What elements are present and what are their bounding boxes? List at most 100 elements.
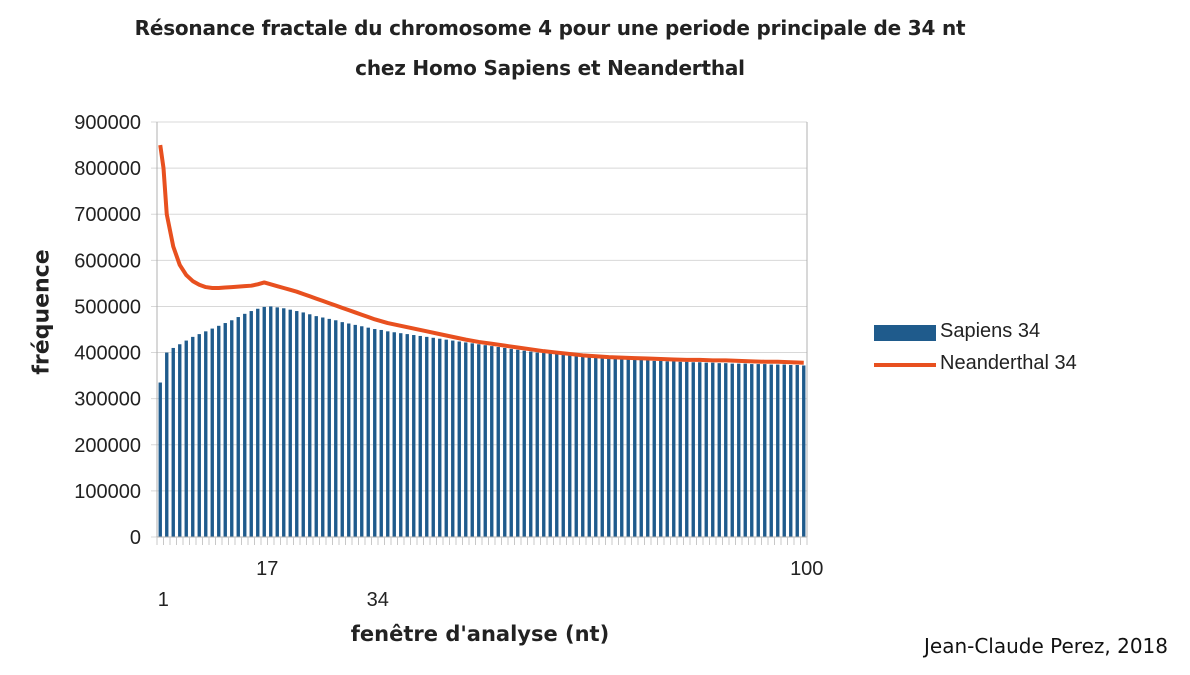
bar xyxy=(366,327,370,537)
y-tick-label: 0 xyxy=(130,527,141,549)
bar xyxy=(321,317,325,537)
bar xyxy=(691,362,695,537)
bar xyxy=(503,347,507,537)
legend-swatch-sapiens xyxy=(874,325,936,341)
bar xyxy=(412,335,416,537)
bar xyxy=(490,346,494,537)
bar xyxy=(730,363,734,537)
x-tick-label: 17 xyxy=(256,558,278,580)
x-axis-label: fenêtre d'analyse (nt) xyxy=(350,622,610,646)
bar xyxy=(776,364,780,537)
bar xyxy=(802,365,806,537)
bar xyxy=(386,331,390,537)
bar xyxy=(717,363,721,537)
bar xyxy=(184,340,188,537)
bar xyxy=(334,320,338,537)
bar xyxy=(737,363,741,537)
bar xyxy=(262,306,266,537)
bar xyxy=(308,314,312,537)
bar xyxy=(750,364,754,537)
y-tick-label: 900000 xyxy=(74,112,141,134)
legend-label-sapiens: Sapiens 34 xyxy=(940,320,1041,342)
bar xyxy=(555,353,559,537)
bar xyxy=(444,339,448,537)
bar xyxy=(724,363,728,537)
y-tick-label: 700000 xyxy=(74,204,141,226)
bar xyxy=(451,340,455,537)
bar xyxy=(548,353,552,537)
bar xyxy=(191,336,195,537)
axes xyxy=(156,122,808,545)
bar xyxy=(535,352,539,537)
y-tick-labels: 0 100000 200000 300000 400000 500000 600000 700… xyxy=(74,112,141,549)
x-tick-label: 34 xyxy=(367,589,389,611)
y-tick-label: 300000 xyxy=(74,389,141,411)
bar xyxy=(594,356,598,537)
bar xyxy=(756,364,760,537)
bar xyxy=(646,360,650,537)
bar xyxy=(711,362,715,537)
bar xyxy=(763,364,767,537)
bar xyxy=(282,308,286,537)
bar xyxy=(477,344,481,537)
bar xyxy=(165,352,169,537)
bar xyxy=(256,308,260,537)
bar xyxy=(470,343,474,537)
bar xyxy=(340,322,344,537)
x-tick-labels: 1 17 34 100 xyxy=(158,558,824,611)
bar xyxy=(789,365,793,537)
bar xyxy=(438,338,442,537)
bar xyxy=(230,320,234,537)
y-axis-label: fréquence xyxy=(29,249,55,375)
legend-label-neanderthal: Neanderthal 34 xyxy=(940,352,1077,374)
legend-item-neanderthal: Neanderthal 34 xyxy=(874,350,1114,382)
bar xyxy=(620,358,624,537)
bar xyxy=(301,312,305,537)
bar xyxy=(399,333,403,537)
bar xyxy=(217,325,221,537)
bar xyxy=(210,328,214,537)
bar xyxy=(574,355,578,537)
bar xyxy=(496,347,500,537)
bar xyxy=(698,362,702,537)
bar xyxy=(516,349,520,537)
bar xyxy=(178,344,182,537)
bar xyxy=(457,341,461,537)
bar xyxy=(204,331,208,537)
bar xyxy=(665,361,669,537)
bar xyxy=(652,360,656,537)
bar xyxy=(483,345,487,537)
bar xyxy=(269,306,273,537)
bar xyxy=(158,382,162,537)
bar xyxy=(542,353,546,537)
bar xyxy=(236,317,240,537)
bar xyxy=(704,362,708,537)
bar xyxy=(360,326,364,537)
bar xyxy=(607,357,611,537)
legend: Sapiens 34 Neanderthal 34 xyxy=(874,318,1114,382)
bar xyxy=(379,329,383,537)
bar xyxy=(418,335,422,537)
bar xyxy=(392,332,396,537)
legend-item-sapiens: Sapiens 34 xyxy=(874,318,1114,350)
y-tick-label: 100000 xyxy=(74,481,141,503)
bar xyxy=(431,337,435,537)
y-tick-label: 200000 xyxy=(74,435,141,457)
bar xyxy=(288,309,292,537)
bar xyxy=(678,361,682,537)
bar xyxy=(347,323,351,537)
bar xyxy=(600,357,604,537)
y-tick-label: 400000 xyxy=(74,343,141,365)
bar xyxy=(314,316,318,537)
bar xyxy=(782,364,786,537)
bar xyxy=(769,364,773,537)
bar xyxy=(249,311,253,537)
bar xyxy=(613,358,617,537)
bar xyxy=(633,359,637,537)
y-tick-label: 600000 xyxy=(74,250,141,272)
bar xyxy=(295,311,299,537)
bar xyxy=(373,329,377,537)
bar xyxy=(353,324,357,537)
chart-title-line-2: chez Homo Sapiens et Neanderthal xyxy=(355,56,745,80)
